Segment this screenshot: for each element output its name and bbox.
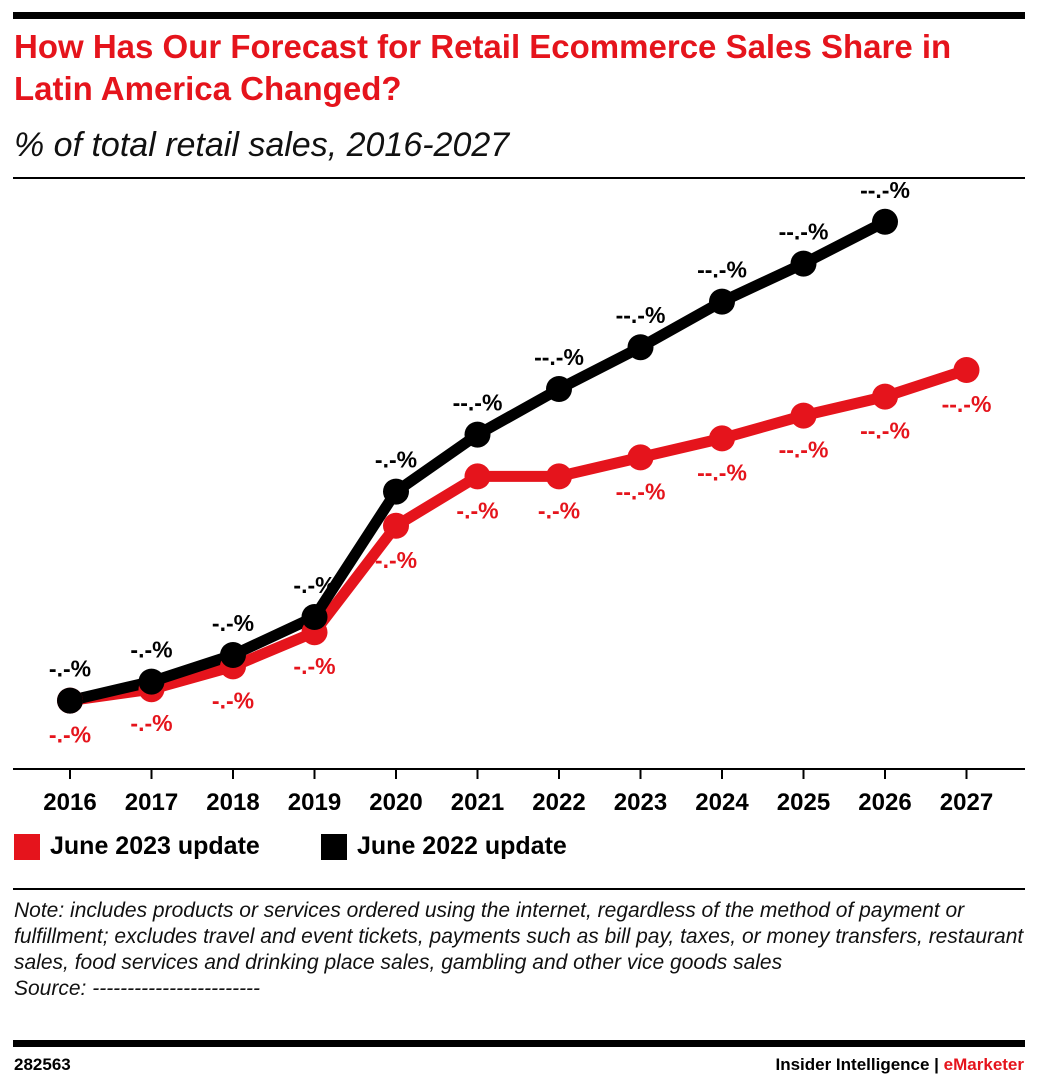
source-text: Source: ------------------------ [14,977,261,1000]
data-point [790,402,817,429]
data-label: -.-% [49,656,91,682]
data-label: -.-% [212,610,254,636]
data-label: -.-% [375,447,417,473]
data-label: -.-% [456,497,498,523]
series-line-june-2023 [69,364,969,707]
brand-emarketer: eMarketer [943,1055,1024,1074]
data-label: --.-% [453,390,503,416]
data-label: --.-% [616,478,666,504]
note: Note: includes products or services orde… [14,898,1024,1002]
legend-swatch-red [14,833,40,860]
data-point [953,357,980,383]
legend-item-june-2022: June 2022 update [321,832,567,861]
brand: Insider Intelligence | eMarketer [775,1055,1024,1075]
chart-title: How Has Our Forecast for Retail Ecommerc… [14,28,952,107]
data-label: --.-% [779,219,829,245]
data-label: --.-% [860,418,910,444]
data-label: --.-% [616,302,666,328]
bottom-rule [13,1040,1025,1047]
data-point [709,425,735,452]
subtitle-rule [13,177,1025,179]
x-tick-label: 2022 [532,789,585,816]
x-tick-label: 2020 [369,789,422,816]
data-point [464,421,491,448]
line-chart: 2016 2017 2018 2019 2020 2021 2022 2023 2024 2025… [13,177,1025,816]
data-label: --.-% [942,391,992,417]
data-label: -.-% [538,497,580,523]
x-tick-label: 2026 [858,789,911,816]
top-rule [13,12,1025,19]
note-text: Note: includes products or services orde… [14,899,1024,974]
data-point [546,463,572,490]
data-label: --.-% [697,459,747,485]
legend-swatch-black [321,833,347,860]
data-point [872,208,898,235]
data-point [220,642,246,668]
legend-item-june-2023: June 2023 update [14,832,260,861]
data-point [383,512,409,539]
data-label: -.-% [130,637,172,663]
data-point [383,478,409,505]
note-rule [13,888,1025,890]
data-point [709,288,735,315]
data-point [138,668,165,695]
data-point [790,250,817,277]
series-line-june-2022 [68,216,888,706]
data-point [57,687,83,714]
x-tick-label: 2025 [777,789,830,816]
x-tick-label: 2017 [125,789,178,816]
data-point [627,334,654,361]
data-label: --.-% [860,177,910,203]
data-point [301,604,328,630]
data-label: --.-% [534,344,584,370]
data-label: -.-% [130,710,172,736]
data-label: -.-% [293,572,335,598]
x-tick-label: 2021 [451,789,504,816]
data-point [872,383,898,410]
data-label: -.-% [212,687,254,713]
chart-id: 282563 [14,1055,71,1074]
data-label: -.-% [375,547,417,573]
x-tick-label: 2024 [695,789,749,816]
data-label: -.-% [293,653,335,679]
data-label: --.-% [697,257,747,283]
x-tick-label: 2023 [614,789,667,816]
brand-insider: Insider Intelligence | [775,1055,944,1074]
data-label: --.-% [779,437,829,463]
x-tick-label: 2019 [288,789,341,816]
chart-subtitle: % of total retail sales, 2016-2027 [14,126,510,164]
data-point [627,444,654,471]
legend-label: June 2023 update [50,832,260,860]
data-point [464,463,491,490]
legend-label: June 2022 update [357,832,567,860]
x-tick-label: 2018 [206,789,259,816]
x-tick-label: 2016 [43,789,96,816]
data-point [546,376,572,402]
data-label: -.-% [49,722,91,748]
x-tick-label: 2027 [940,789,993,816]
